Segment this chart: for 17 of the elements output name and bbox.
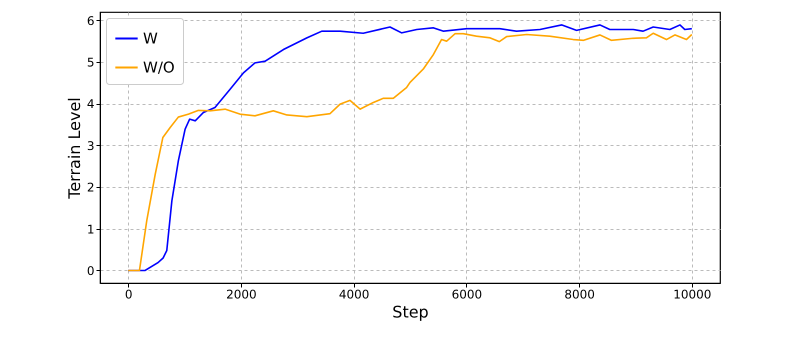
- y-tick-label: 1: [86, 222, 94, 236]
- x-tick-label: 4000: [338, 288, 370, 302]
- x-tick-label: 6000: [452, 288, 482, 302]
- x-tick-label: 10000: [673, 288, 712, 302]
- y-tick-label: 4: [86, 97, 94, 112]
- y-tick-label: 5: [86, 56, 94, 70]
- x-tick-label: 2000: [226, 288, 257, 302]
- y-axis-title: Terrain Level: [64, 97, 84, 200]
- y-tick-label: 0: [86, 264, 94, 278]
- legend-label: W/O: [143, 58, 175, 76]
- y-tick-label: 3: [86, 138, 94, 153]
- y-tick-label: 6: [86, 14, 94, 28]
- y-tick-label: 2: [86, 180, 94, 195]
- x-tick-label: 0: [124, 288, 132, 302]
- legend-label: W: [143, 30, 158, 48]
- x-tick-label: 8000: [564, 288, 595, 302]
- x-axis-title: Step: [392, 302, 429, 322]
